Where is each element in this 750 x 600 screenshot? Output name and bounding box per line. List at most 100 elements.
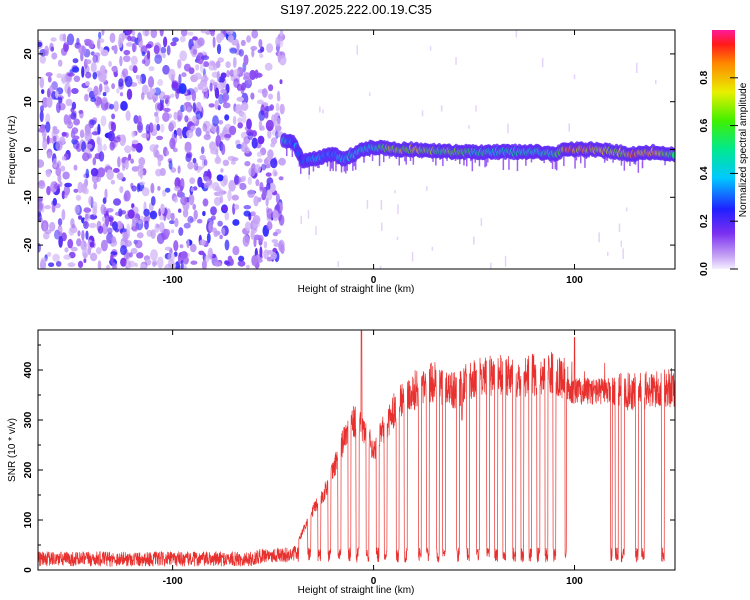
noise-speckle xyxy=(234,174,239,186)
noise-speckle xyxy=(162,112,170,122)
colorbar: 0.0 0.2 0.4 0.6 0.8 Normalized spectral ampl… xyxy=(699,30,749,276)
noise-speckle xyxy=(224,239,230,251)
noise-speckle xyxy=(224,114,230,121)
noise-speckle xyxy=(67,238,74,249)
colorbar-label: Normalized spectral amplitude xyxy=(738,82,749,217)
noise-speckle xyxy=(71,88,79,94)
noise-speckle xyxy=(85,143,93,150)
noise-speckle xyxy=(208,221,214,233)
noise-speckle xyxy=(198,250,205,256)
noise-speckle xyxy=(237,117,243,123)
noise-speckle xyxy=(131,30,136,36)
noise-speckle xyxy=(118,208,123,217)
noise-speckle xyxy=(38,196,43,203)
noise-speckle xyxy=(261,163,267,171)
noise-speckle xyxy=(143,208,150,217)
noise-speckle xyxy=(205,92,209,99)
noise-speckle xyxy=(131,130,136,138)
noise-speckle xyxy=(77,230,81,237)
noise-speckle xyxy=(268,93,273,100)
noise-speckle xyxy=(279,79,283,85)
noise-speckle xyxy=(259,246,263,258)
noise-speckle xyxy=(111,236,117,244)
noise-speckle xyxy=(168,122,174,132)
noise-speckle xyxy=(149,144,158,153)
noise-speckle xyxy=(72,139,80,150)
noise-speckle xyxy=(159,167,166,177)
noise-speckle xyxy=(227,34,234,43)
noise-speckle xyxy=(131,139,139,145)
noise-speckle xyxy=(64,247,69,253)
noise-speckle xyxy=(217,33,225,41)
noise-speckle xyxy=(107,227,113,234)
noise-speckle xyxy=(203,61,210,68)
noise-speckle xyxy=(122,68,129,78)
spectrogram-ylabel: Frequency (Hz) xyxy=(7,116,18,185)
noise-streak xyxy=(607,251,609,256)
noise-speckle xyxy=(63,41,69,53)
noise-streak xyxy=(504,255,507,267)
noise-speckle xyxy=(222,159,230,166)
noise-streak xyxy=(307,210,310,219)
noise-speckle xyxy=(52,253,60,262)
noise-speckle xyxy=(252,215,261,225)
noise-speckle xyxy=(246,264,250,269)
noise-speckle xyxy=(128,252,133,258)
noise-speckle xyxy=(229,125,237,136)
noise-speckle xyxy=(255,179,260,187)
noise-speckle xyxy=(186,129,194,139)
noise-speckle xyxy=(216,174,224,182)
noise-speckle xyxy=(85,71,92,79)
noise-speckle xyxy=(213,261,222,267)
noise-speckle xyxy=(259,53,264,58)
noise-speckle xyxy=(67,114,72,126)
noise-speckle xyxy=(192,186,198,191)
noise-speckle xyxy=(185,94,192,101)
noise-speckle xyxy=(209,61,216,66)
noise-speckle xyxy=(192,48,197,55)
noise-speckle xyxy=(169,137,176,150)
noise-speckle xyxy=(38,242,41,253)
noise-speckle xyxy=(119,134,126,147)
noise-speckle xyxy=(174,177,181,189)
noise-speckle xyxy=(49,42,54,52)
noise-speckle xyxy=(200,62,204,73)
noise-speckle xyxy=(238,255,245,262)
noise-speckle xyxy=(118,38,123,48)
noise-speckle xyxy=(193,162,199,171)
noise-speckle xyxy=(199,154,206,161)
noise-speckle xyxy=(169,220,175,225)
noise-speckle xyxy=(110,253,114,265)
noise-speckle xyxy=(253,236,257,248)
colorbar-tick-label: 0.2 xyxy=(699,214,710,228)
noise-speckle xyxy=(214,230,221,236)
noise-speckle xyxy=(53,128,60,134)
y-tick-label: 100 xyxy=(23,511,34,528)
noise-speckle xyxy=(85,230,89,240)
noise-speckle xyxy=(106,169,114,181)
noise-streak xyxy=(421,110,424,117)
noise-speckle xyxy=(145,43,152,49)
noise-speckle xyxy=(170,41,177,47)
noise-speckle xyxy=(164,246,172,251)
noise-speckle xyxy=(196,52,204,65)
noise-speckle xyxy=(124,159,129,170)
noise-speckle xyxy=(183,222,191,229)
noise-speckle xyxy=(200,30,206,34)
noise-speckle xyxy=(146,50,151,60)
noise-speckle xyxy=(103,143,107,151)
noise-speckle xyxy=(214,196,222,206)
noise-speckle xyxy=(100,49,109,57)
noise-speckle xyxy=(231,157,239,162)
noise-speckle xyxy=(179,50,188,62)
noise-speckle xyxy=(57,59,63,67)
colorbar-tick-label: 0.0 xyxy=(699,262,710,276)
noise-streak xyxy=(431,246,434,251)
noise-speckle xyxy=(136,183,141,193)
noise-streak xyxy=(322,109,324,114)
noise-speckle xyxy=(98,83,103,93)
noise-speckle xyxy=(137,168,144,177)
noise-speckle xyxy=(184,115,189,123)
noise-speckle xyxy=(157,102,165,111)
noise-speckle xyxy=(109,103,115,110)
